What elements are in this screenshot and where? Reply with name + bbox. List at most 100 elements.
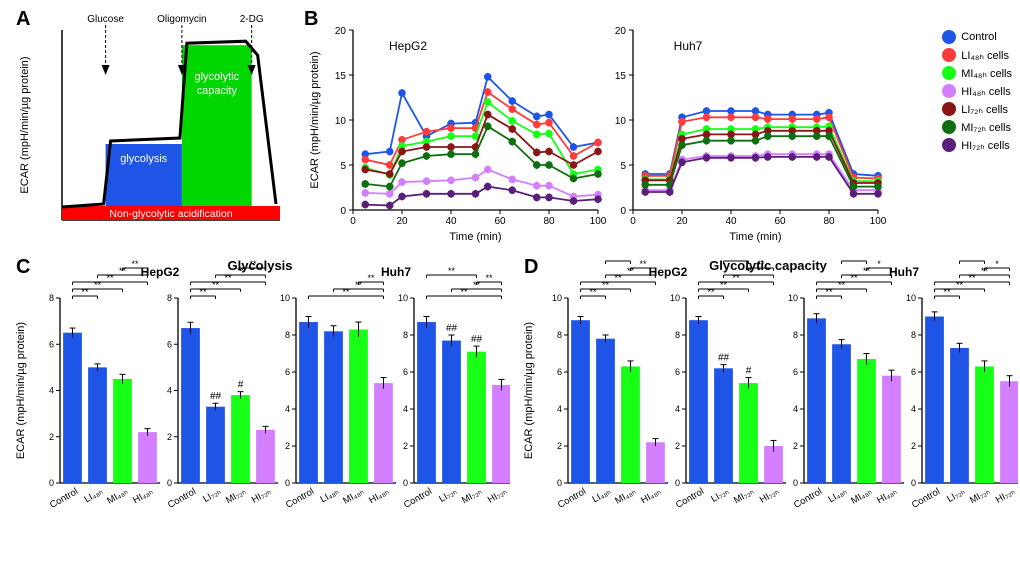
panel-d: D Glycolytic capacity 0246810ControlLI₄₈… xyxy=(518,258,1018,568)
svg-text:2: 2 xyxy=(167,432,172,442)
panel-b: B 05101520020406080100Time (min)HepG2ECA… xyxy=(298,10,1008,250)
svg-text:5: 5 xyxy=(340,161,346,172)
svg-text:2: 2 xyxy=(285,441,290,451)
svg-text:0: 0 xyxy=(285,478,290,488)
svg-text:6: 6 xyxy=(675,367,680,377)
svg-text:2: 2 xyxy=(675,441,680,451)
svg-text:**: ** xyxy=(602,280,610,290)
svg-text:LI₄₈ₕ: LI₄₈ₕ xyxy=(83,486,106,505)
svg-text:0: 0 xyxy=(675,478,680,488)
svg-text:0: 0 xyxy=(167,478,172,488)
title-d: Glycolytic capacity xyxy=(709,258,827,273)
svg-text:**: ** xyxy=(81,287,89,297)
svg-text:2: 2 xyxy=(911,441,916,451)
svg-text:0: 0 xyxy=(793,478,798,488)
svg-text:8: 8 xyxy=(557,330,562,340)
svg-text:6: 6 xyxy=(49,339,54,349)
svg-text:LI₇₂ₕ: LI₇₂ₕ xyxy=(201,486,223,505)
svg-text:glycolytic: glycolytic xyxy=(194,71,239,83)
svg-text:##: ## xyxy=(446,323,458,334)
svg-text:**: ** xyxy=(131,259,139,269)
svg-text:20: 20 xyxy=(396,216,408,227)
svg-text:Control: Control xyxy=(48,486,80,511)
svg-text:#: # xyxy=(238,380,244,391)
svg-text:8: 8 xyxy=(911,330,916,340)
svg-text:8: 8 xyxy=(167,293,172,303)
svg-text:20: 20 xyxy=(676,216,688,227)
svg-text:##: ## xyxy=(471,334,483,345)
panel-b-legend: ControlLI₄₈ₕ cellsMI₄₈ₕ cellsHI₄₈ₕ cells… xyxy=(942,28,1012,154)
svg-text:HI₇₂ₕ: HI₇₂ₕ xyxy=(758,486,781,506)
svg-text:MI₄₈ₕ: MI₄₈ₕ xyxy=(849,486,874,507)
svg-text:##: ## xyxy=(210,391,222,402)
svg-text:HI₇₂ₕ: HI₇₂ₕ xyxy=(250,486,273,506)
svg-text:20: 20 xyxy=(615,26,627,37)
svg-text:ECAR (mpH/min/µg protein): ECAR (mpH/min/µg protein) xyxy=(15,322,27,459)
svg-text:capacity: capacity xyxy=(197,85,238,97)
svg-text:6: 6 xyxy=(285,367,290,377)
svg-text:4: 4 xyxy=(285,404,290,414)
svg-text:**: ** xyxy=(968,258,976,262)
svg-text:HepG2: HepG2 xyxy=(649,265,688,279)
svg-text:MI₇₂ₕ: MI₇₂ₕ xyxy=(968,486,992,506)
svg-text:Glucose: Glucose xyxy=(87,14,124,25)
svg-text:15: 15 xyxy=(335,71,347,82)
svg-text:**: ** xyxy=(639,259,647,269)
label-B: B xyxy=(304,8,318,31)
svg-text:**: ** xyxy=(224,273,232,283)
svg-text:4: 4 xyxy=(793,404,798,414)
svg-text:MI₄₈ₕ: MI₄₈ₕ xyxy=(105,486,130,507)
svg-text:HI₇₂ₕ: HI₇₂ₕ xyxy=(994,486,1017,506)
svg-text:**: ** xyxy=(720,280,728,290)
svg-text:**: ** xyxy=(943,287,951,297)
svg-text:Control: Control xyxy=(166,486,198,511)
svg-text:0: 0 xyxy=(620,206,626,217)
panel-c: C Glycolysis 02468ControlLI₄₈ₕMI₄₈ₕHI₄₈ₕ… xyxy=(10,258,510,568)
svg-text:4: 4 xyxy=(49,386,54,396)
svg-text:ECAR (mpH/min/µg protein): ECAR (mpH/min/µg protein) xyxy=(19,56,31,193)
panel-a-svg: GlucoseOligomycin2-DGglycolysisglycolyti… xyxy=(10,10,290,250)
svg-text:4: 4 xyxy=(403,404,408,414)
svg-text:8: 8 xyxy=(49,293,54,303)
svg-text:40: 40 xyxy=(445,216,457,227)
svg-text:6: 6 xyxy=(403,367,408,377)
svg-text:40: 40 xyxy=(725,216,737,227)
svg-text:*: * xyxy=(877,259,881,269)
svg-text:20: 20 xyxy=(335,26,347,37)
svg-text:LI₇₂ₕ: LI₇₂ₕ xyxy=(437,486,459,505)
svg-text:8: 8 xyxy=(675,330,680,340)
svg-text:Time (min): Time (min) xyxy=(729,231,781,243)
svg-text:**: ** xyxy=(707,287,715,297)
svg-text:**: ** xyxy=(485,273,493,283)
svg-text:6: 6 xyxy=(911,367,916,377)
svg-text:10: 10 xyxy=(906,293,916,303)
svg-text:2: 2 xyxy=(557,441,562,451)
svg-text:**: ** xyxy=(342,287,350,297)
svg-text:LI₇₂ₕ: LI₇₂ₕ xyxy=(709,486,731,505)
svg-text:Control: Control xyxy=(674,486,706,511)
svg-text:**: ** xyxy=(825,287,833,297)
svg-text:HI₄₈ₕ: HI₄₈ₕ xyxy=(131,486,155,506)
svg-text:Huh7: Huh7 xyxy=(889,265,919,279)
svg-text:2: 2 xyxy=(49,432,54,442)
svg-text:**: ** xyxy=(212,280,220,290)
svg-text:HI₇₂ₕ: HI₇₂ₕ xyxy=(486,486,509,506)
svg-text:0: 0 xyxy=(911,478,916,488)
svg-text:Non-glycolytic acidification: Non-glycolytic acidification xyxy=(109,208,232,220)
svg-text:LI₄₈ₕ: LI₄₈ₕ xyxy=(827,486,850,505)
svg-text:15: 15 xyxy=(615,71,627,82)
svg-text:*: * xyxy=(852,258,856,262)
svg-text:8: 8 xyxy=(793,330,798,340)
svg-text:#: # xyxy=(746,366,752,377)
svg-text:4: 4 xyxy=(557,404,562,414)
svg-text:**: ** xyxy=(968,273,976,283)
svg-text:##: ## xyxy=(718,353,730,364)
svg-text:ECAR (mpH/min/µg protein): ECAR (mpH/min/µg protein) xyxy=(523,322,535,459)
svg-text:0: 0 xyxy=(403,478,408,488)
svg-text:2-DG: 2-DG xyxy=(240,14,264,25)
label-C: C xyxy=(16,256,30,279)
svg-text:**: ** xyxy=(460,287,468,297)
svg-text:4: 4 xyxy=(911,404,916,414)
svg-text:LI₄₈ₕ: LI₄₈ₕ xyxy=(319,486,342,505)
svg-text:MI₇₂ₕ: MI₇₂ₕ xyxy=(732,486,756,506)
